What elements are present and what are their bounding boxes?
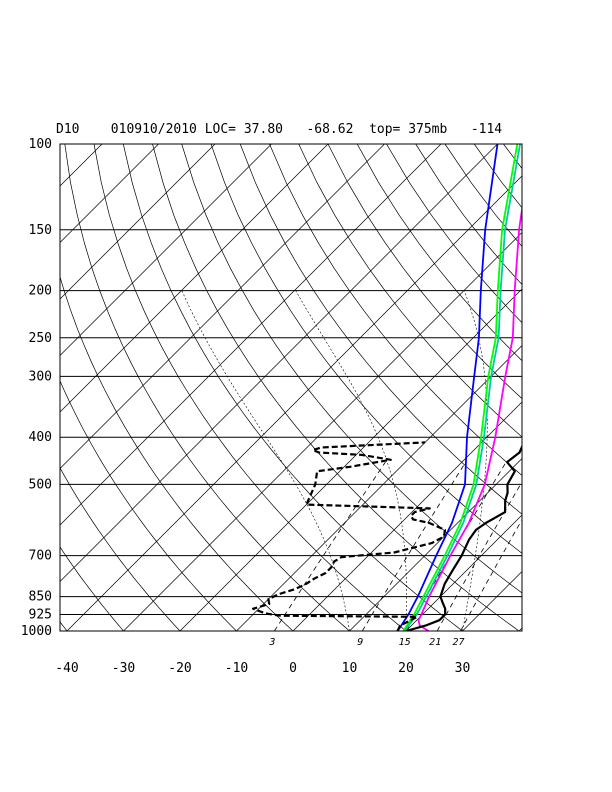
pressure-tick-label: 500 (29, 477, 52, 492)
isotherm (349, 458, 522, 631)
series-lines (252, 144, 522, 631)
series-dewpoint (252, 441, 447, 631)
temperature-tick-label: -40 (55, 661, 78, 676)
dry-adiabat (386, 144, 522, 324)
isotherm (405, 514, 522, 631)
pressure-tick-label: 925 (29, 608, 52, 623)
pressure-tick-label: 150 (29, 223, 52, 238)
temperature-tick-label: 20 (398, 661, 414, 676)
isotherm (60, 144, 385, 469)
moist-adiabat (295, 290, 407, 631)
isotherm (66, 175, 522, 631)
mixing-ratio-label: 21 (429, 637, 441, 648)
isotherm (576, 144, 612, 631)
isotherm (462, 571, 522, 631)
isotherm (123, 232, 522, 631)
dry-adiabat (503, 144, 522, 170)
series-wet-bulb (402, 144, 519, 631)
mixing-ratio-label: 15 (399, 637, 411, 648)
isotherm (60, 144, 216, 300)
dry-adiabat (298, 144, 522, 438)
series-virtual-temperature (404, 144, 521, 631)
mixing-ratio-labels: 3 9 15 21 27 (268, 637, 464, 648)
isotherm (179, 288, 522, 631)
pressure-tick-label: 300 (29, 369, 52, 384)
dry-adiabat (60, 467, 181, 631)
mixing-ratio-line (274, 461, 386, 631)
temperature-tick-label: 30 (455, 661, 471, 676)
isotherm (60, 144, 159, 243)
temperature-tick-label: -30 (112, 661, 135, 676)
isotherm (292, 401, 522, 631)
isotherm (60, 144, 498, 582)
pressure-tick-label: 250 (29, 331, 52, 346)
chart-title: D10 010910/2010 LOC= 37.80 -68.62 top= 3… (56, 122, 502, 137)
pressure-tick-label: 100 (29, 137, 52, 152)
pressure-tick-label: 700 (29, 549, 52, 564)
dry-adiabat (473, 144, 522, 209)
isotherm (60, 144, 272, 356)
dry-adiabat (356, 144, 522, 362)
temperature-tick-label: -10 (225, 661, 248, 676)
pressure-tick-label: 1000 (21, 624, 52, 639)
dry-adiabat (327, 144, 522, 400)
pressure-tick-label: 200 (29, 284, 52, 299)
series-temperature (405, 444, 522, 631)
mixing-ratio-label: 3 (268, 637, 275, 648)
series-parcel (417, 203, 522, 631)
dry-adiabat (181, 144, 522, 594)
temperature-tick-label: -20 (168, 661, 191, 676)
dry-adiabat (591, 144, 612, 631)
dry-adiabat (415, 144, 522, 285)
pressure-lines (60, 143, 522, 632)
moist-adiabat (181, 290, 350, 631)
mixing-ratio-label: 9 (357, 637, 363, 648)
isotherm (60, 144, 442, 526)
pressure-tick-label: 850 (29, 590, 52, 605)
temperature-tick-label: 10 (342, 661, 358, 676)
temperature-axis: -40 -30 -20 -10 0 10 20 30 (55, 661, 470, 676)
series-environment-moist (396, 144, 499, 631)
isotherm (60, 144, 329, 413)
dry-adiabat (533, 144, 612, 631)
dry-adiabat (562, 144, 612, 631)
dry-adiabat (444, 144, 522, 247)
temperature-tick-label: 0 (289, 661, 297, 676)
plot-frame (59, 143, 523, 632)
dry-adiabat (60, 546, 124, 631)
moist-adiabat (462, 290, 488, 631)
pressure-tick-label: 400 (29, 430, 52, 445)
isotherm (236, 345, 522, 631)
isotherm (518, 627, 522, 631)
dry-adiabat (269, 144, 522, 476)
mixing-ratio-label: 27 (452, 637, 464, 648)
